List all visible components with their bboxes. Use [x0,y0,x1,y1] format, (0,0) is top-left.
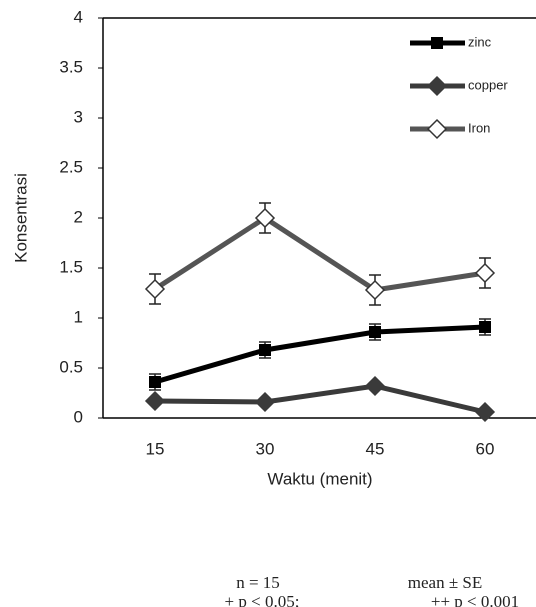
legend-label: Iron [468,120,490,135]
annotation: n = 15 [236,573,280,592]
point [254,391,276,413]
y-tick-label: 3.5 [59,57,83,76]
legend-marker [426,75,448,97]
x-tick-label: 45 [366,439,385,458]
y-tick-label: 0 [74,407,83,426]
y-tick-label: 2.5 [59,157,83,176]
point [259,344,271,356]
series-line [154,383,486,415]
x-tick-label: 60 [476,439,495,458]
y-axis-label: Konsentrasi [11,173,30,263]
point [479,321,491,333]
point [144,278,166,300]
point [474,262,496,284]
annotation: mean ± SE [408,573,482,592]
annotation: ++ p < 0.001 [431,592,519,607]
x-tick-label: 15 [146,439,165,458]
series-line [153,215,486,293]
point [364,279,386,301]
y-tick-label: 2 [74,207,83,226]
point [364,375,386,397]
series-line [154,324,486,385]
legend-label: copper [468,77,508,92]
x-tick-label: 30 [256,439,275,458]
y-tick-label: 1 [74,307,83,326]
point [149,376,161,388]
point [144,390,166,412]
point [369,326,381,338]
annotation: + p < 0.05; [225,592,300,607]
point [254,207,276,229]
x-axis-label: Waktu (menit) [267,469,372,488]
y-tick-label: 3 [74,107,83,126]
point [474,401,496,423]
legend-label: zinc [468,34,492,49]
y-tick-label: 0.5 [59,357,83,376]
legend-marker [431,37,443,49]
y-tick-label: 4 [74,7,83,26]
legend-marker [426,118,448,140]
y-tick-label: 1.5 [59,257,83,276]
